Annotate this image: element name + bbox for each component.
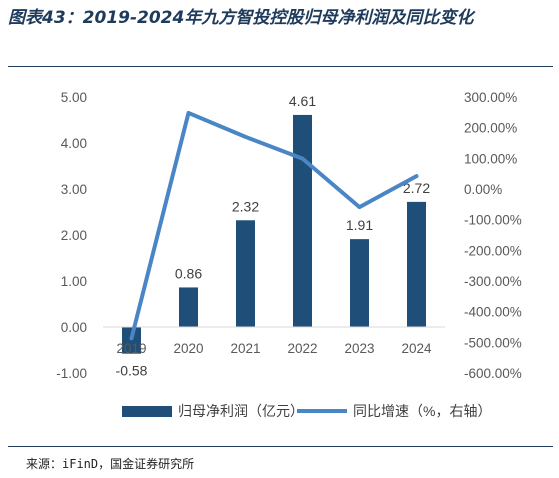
legend-label-line: 同比增速（%，右轴） (353, 403, 491, 419)
growth-line (129, 110, 419, 341)
x-axis: 2019 2020 2021 2022 2023 2024 (116, 341, 432, 356)
x-tick-label: 2023 (344, 341, 374, 356)
bar (236, 220, 255, 327)
bar-data-label: 2.32 (232, 198, 259, 214)
left-tick-label: 5.00 (61, 90, 87, 105)
x-tick-label: 2022 (287, 341, 317, 356)
chart-title: 图表43：2019-2024年九方智投控股归母净利润及同比变化 (8, 8, 474, 28)
right-tick-label: 100.00% (464, 151, 517, 166)
bar (350, 239, 369, 327)
right-tick-label: 200.00% (464, 121, 517, 136)
left-tick-label: 0.00 (61, 320, 87, 335)
footer-divider (8, 446, 553, 447)
right-tick-label: -200.00% (464, 243, 522, 258)
bar-data-label: 2.72 (403, 180, 430, 196)
bar (293, 114, 312, 327)
left-tick-label: 1.00 (61, 274, 87, 289)
bar-data-label: 0.86 (175, 265, 202, 281)
legend: 归母净利润（亿元） 同比增速（%，右轴） (122, 403, 491, 419)
left-tick-label: -1.00 (56, 366, 87, 381)
x-tick-label: 2024 (401, 341, 432, 356)
right-tick-label: 300.00% (464, 90, 517, 105)
left-tick-label: 3.00 (61, 182, 87, 197)
x-tick-label: 2020 (173, 341, 203, 356)
x-tick-label: 2021 (230, 341, 260, 356)
right-tick-label: -400.00% (464, 305, 522, 320)
title-divider (8, 66, 553, 67)
right-tick-label: -600.00% (464, 366, 522, 381)
bar-data-label: -0.58 (116, 363, 148, 379)
right-axis: 300.00% 200.00% 100.00% 0.00% -100.00% -200.0… (464, 90, 522, 381)
combo-chart: 5.00 4.00 3.00 2.00 1.00 0.00 -1.00 300.00% 200… (56, 90, 522, 419)
left-tick-label: 4.00 (61, 136, 87, 151)
bar (179, 287, 198, 327)
right-tick-label: 0.00% (464, 182, 502, 197)
x-tick-label: 2019 (116, 341, 146, 356)
line-series (129, 110, 419, 341)
bar-data-labels: -0.58 0.86 2.32 4.61 1.91 2.72 (116, 93, 431, 379)
bar-data-label: 1.91 (346, 217, 373, 233)
bar (407, 201, 426, 327)
legend-swatch-bar (122, 406, 172, 417)
left-axis: 5.00 4.00 3.00 2.00 1.00 0.00 -1.00 (56, 90, 87, 381)
right-tick-label: -500.00% (464, 335, 522, 350)
bar-data-label: 4.61 (289, 93, 316, 109)
source-note: 来源：iFinD，国金证券研究所 (26, 457, 195, 471)
bar-series (122, 114, 426, 354)
left-tick-label: 2.00 (61, 228, 87, 243)
legend-label-bar: 归母净利润（亿元） (178, 403, 304, 419)
right-tick-label: -300.00% (464, 274, 522, 289)
right-tick-label: -100.00% (464, 213, 522, 228)
